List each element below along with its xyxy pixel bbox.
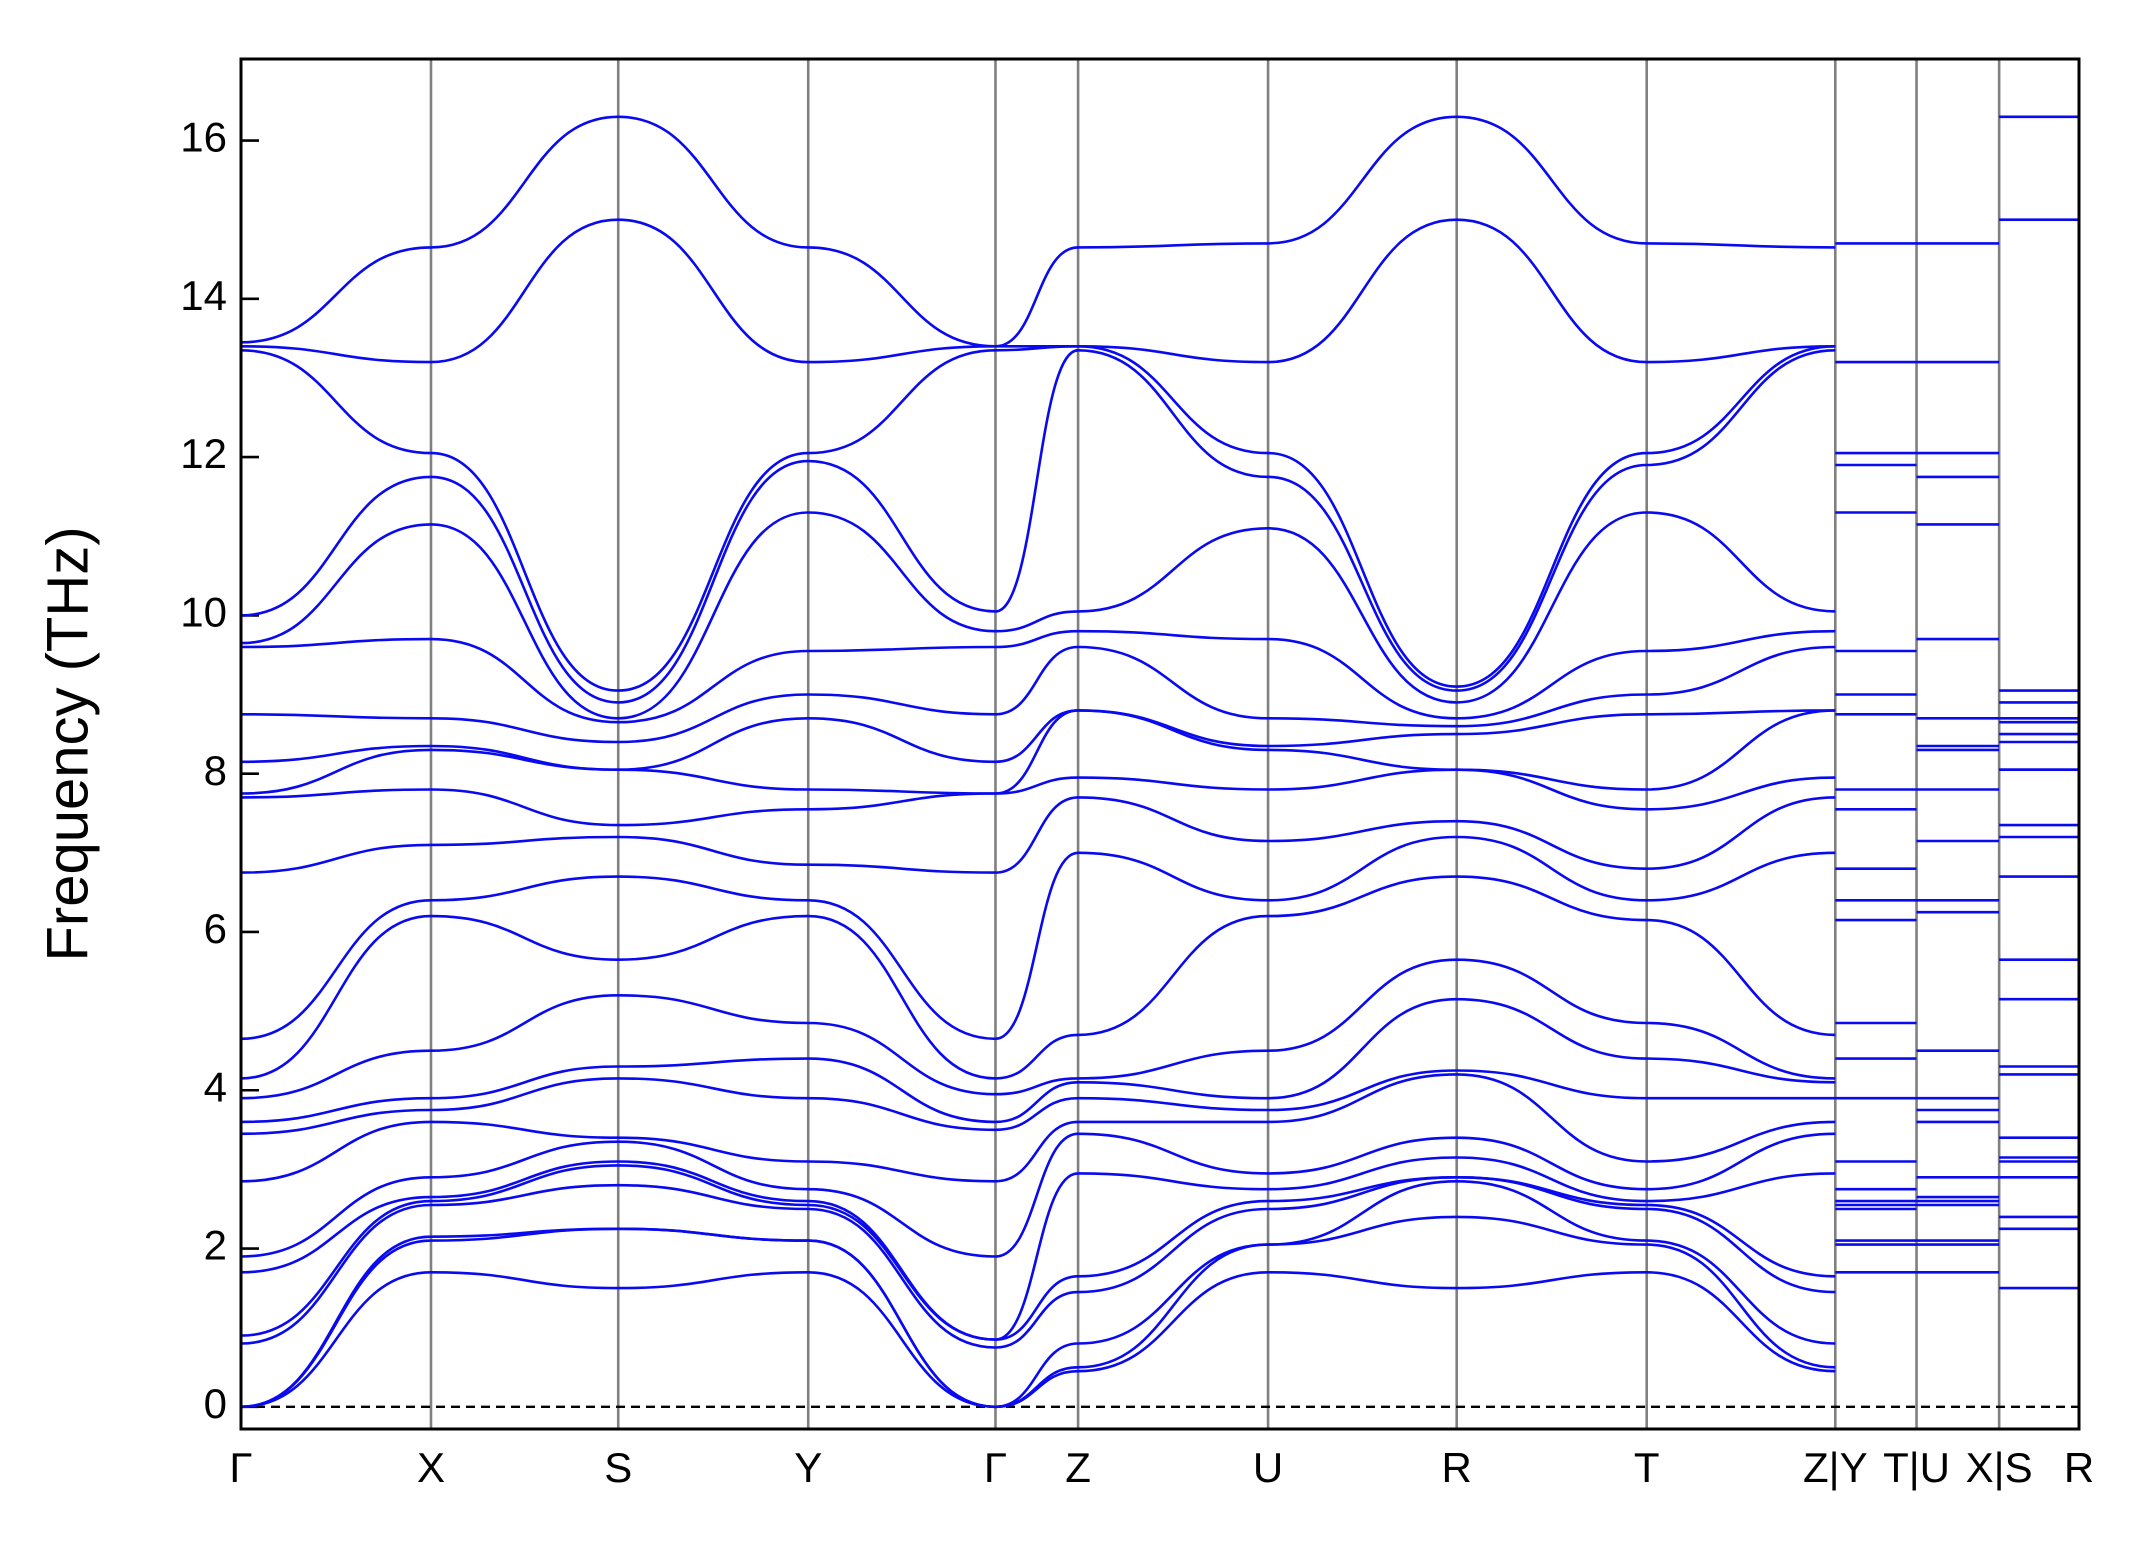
y-tick-label: 16 — [180, 114, 227, 161]
y-tick-label: 0 — [204, 1380, 227, 1427]
y-tick-label: 2 — [204, 1222, 227, 1269]
band — [240, 1073, 2079, 1183]
x-tick-label: R — [2064, 1444, 2094, 1491]
x-tick-label: Z|Y — [1803, 1444, 1868, 1491]
x-tick-label: X — [417, 1444, 445, 1491]
x-tick-label: Y — [794, 1444, 822, 1491]
band — [240, 709, 2079, 795]
band — [240, 1156, 2079, 1341]
band — [240, 645, 2079, 744]
x-tick-label: R — [1442, 1444, 1472, 1491]
band — [240, 796, 2079, 874]
x-tick-label: U — [1253, 1444, 1283, 1491]
band — [240, 1175, 2079, 1349]
x-tick-label: Γ — [229, 1444, 252, 1491]
y-axis-label: Frequency (THz) — [35, 526, 100, 961]
band — [240, 348, 2079, 704]
band — [240, 344, 2079, 692]
y-tick-label: 4 — [204, 1063, 227, 1110]
band — [240, 218, 2079, 364]
y-tick-label: 12 — [180, 430, 227, 477]
x-tick-label: T|U — [1883, 1444, 1950, 1491]
band — [240, 1132, 2079, 1258]
y-tick-label: 6 — [204, 905, 227, 952]
band — [240, 115, 2079, 348]
plot-frame — [239, 57, 2081, 1431]
band — [240, 835, 2079, 1041]
band — [240, 1179, 2079, 1409]
band — [240, 997, 2080, 1124]
band — [240, 958, 2079, 1100]
x-tick-label: S — [604, 1444, 632, 1491]
x-tick-label: Z — [1065, 1444, 1091, 1491]
band — [240, 511, 2079, 720]
band — [240, 709, 2079, 772]
x-tick-label: X|S — [1966, 1444, 2033, 1491]
band — [240, 1065, 2079, 1136]
band — [240, 629, 2079, 724]
y-tick-label: 14 — [180, 272, 227, 319]
band — [240, 768, 2079, 827]
y-tick-label: 10 — [180, 588, 227, 635]
band — [240, 875, 2079, 1080]
x-tick-label: Γ — [984, 1444, 1007, 1491]
y-tick-label: 8 — [204, 747, 227, 794]
band — [240, 1160, 2079, 1341]
x-tick-label: T — [1634, 1444, 1660, 1491]
band — [240, 1215, 2079, 1409]
